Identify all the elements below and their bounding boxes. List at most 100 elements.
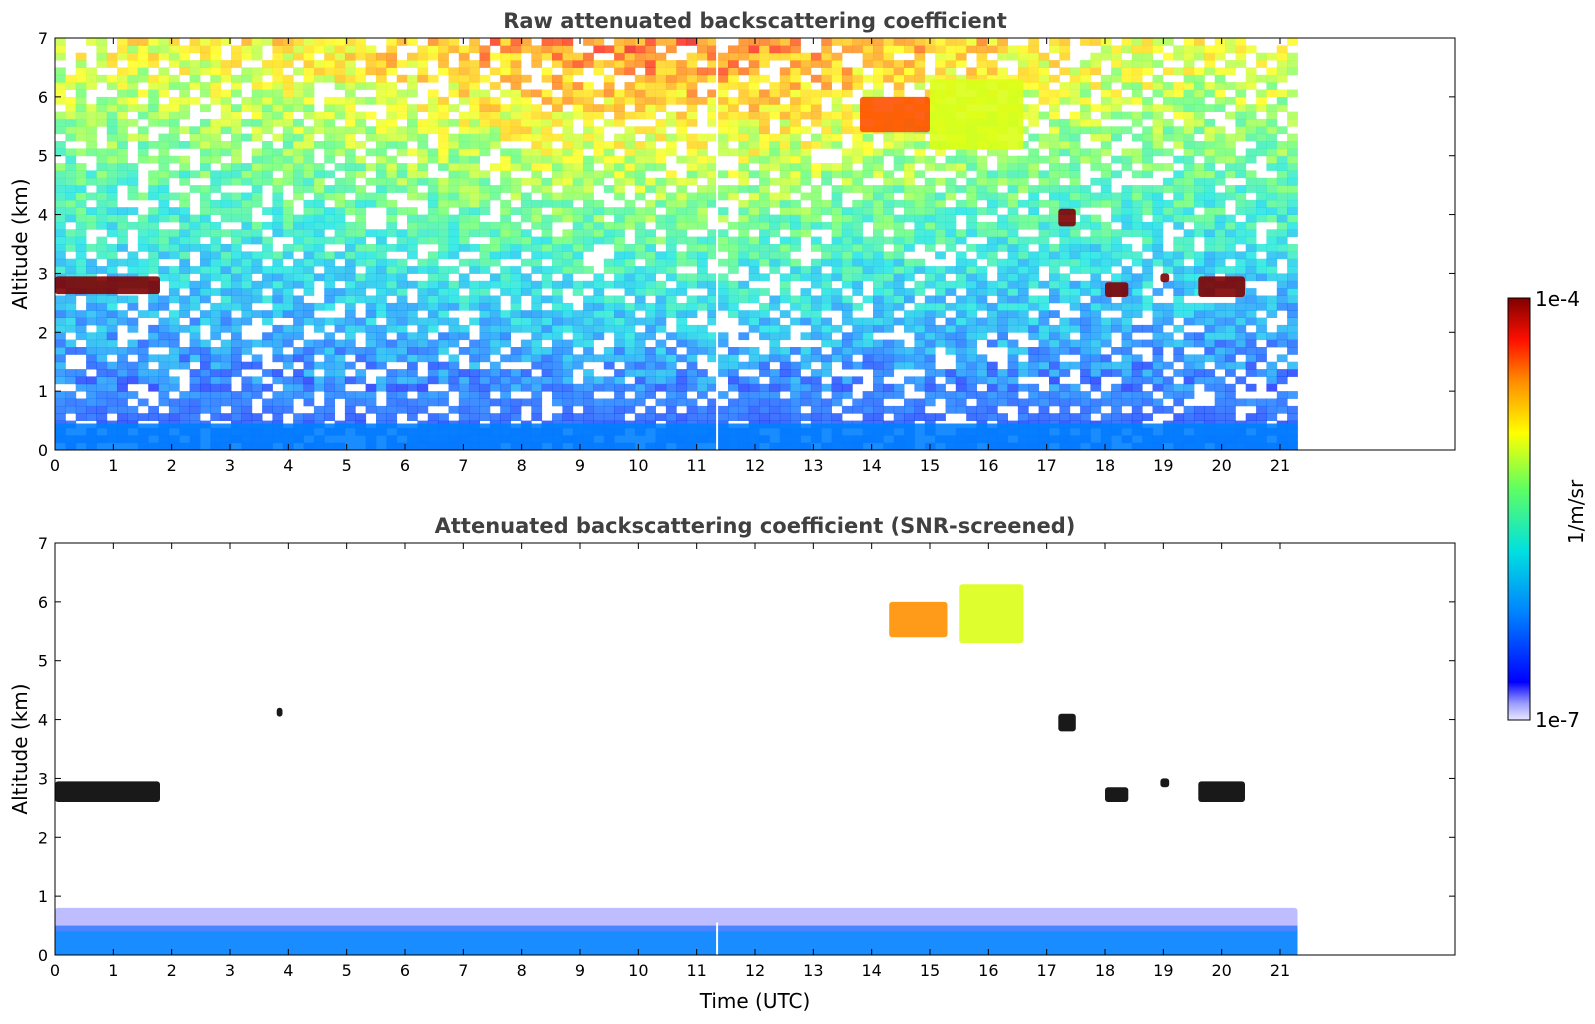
heatmap-cell bbox=[396, 339, 408, 348]
heatmap-cell bbox=[344, 391, 356, 399]
heatmap-cell bbox=[914, 354, 926, 363]
heatmap-cell bbox=[873, 214, 884, 223]
heatmap-cell bbox=[935, 52, 946, 61]
heatmap-cell bbox=[1173, 324, 1185, 333]
heatmap-cell bbox=[614, 163, 625, 171]
heatmap-cell bbox=[986, 391, 998, 399]
heatmap-cell bbox=[520, 199, 532, 208]
heatmap-cell bbox=[427, 45, 439, 54]
heatmap-cell bbox=[821, 221, 832, 230]
heatmap-cell bbox=[748, 111, 760, 120]
heatmap-cell bbox=[893, 214, 905, 223]
heatmap-cell bbox=[1038, 244, 1050, 252]
heatmap-cell bbox=[686, 369, 698, 377]
heatmap-cell bbox=[303, 45, 315, 54]
heatmap-cell bbox=[966, 45, 977, 54]
heatmap-cell bbox=[365, 302, 377, 311]
heatmap-cell bbox=[1204, 339, 1216, 348]
heatmap-cell bbox=[924, 236, 936, 245]
heatmap-cell bbox=[583, 163, 594, 171]
heatmap-cell bbox=[955, 170, 967, 179]
heatmap-cell bbox=[1162, 104, 1174, 112]
heatmap-cell bbox=[96, 310, 108, 318]
heatmap-cell bbox=[748, 376, 760, 385]
heatmap-cell bbox=[821, 199, 832, 208]
heatmap-cell bbox=[603, 295, 615, 304]
heatmap-cell bbox=[1038, 133, 1050, 142]
heatmap-cell bbox=[241, 302, 253, 311]
heatmap-cell bbox=[127, 82, 139, 90]
heatmap-cell bbox=[821, 141, 832, 149]
heatmap-cell bbox=[210, 221, 222, 230]
heatmap-cell bbox=[386, 413, 398, 421]
heatmap-cell bbox=[489, 398, 501, 407]
heatmap-cell bbox=[344, 207, 356, 215]
heatmap-cell bbox=[748, 391, 760, 399]
heatmap-cell bbox=[1142, 273, 1153, 282]
heatmap-cell bbox=[200, 317, 211, 326]
heatmap-cell bbox=[572, 141, 584, 149]
heatmap-cell bbox=[1204, 258, 1216, 267]
heatmap-cell bbox=[407, 251, 418, 260]
heatmap-cell bbox=[458, 258, 470, 267]
heatmap-cell bbox=[1225, 67, 1236, 76]
heatmap-cell bbox=[914, 310, 926, 318]
heatmap-cell bbox=[262, 383, 273, 392]
heatmap-cell bbox=[355, 74, 367, 83]
heatmap-cell bbox=[1131, 82, 1143, 90]
heatmap-cell bbox=[821, 288, 832, 296]
heatmap-cell bbox=[955, 148, 967, 157]
heatmap-cell bbox=[137, 398, 149, 407]
heatmap-cell bbox=[137, 67, 149, 76]
heatmap-cell bbox=[1121, 74, 1133, 83]
heatmap-cell bbox=[873, 310, 884, 318]
heatmap-cell bbox=[179, 244, 191, 252]
heatmap-cell bbox=[665, 405, 677, 414]
heatmap-cell bbox=[552, 413, 563, 421]
heatmap-cell bbox=[1173, 214, 1185, 223]
heatmap-cell bbox=[510, 347, 522, 355]
heatmap-cell bbox=[75, 405, 87, 414]
heatmap-cell bbox=[1059, 273, 1071, 282]
heatmap-cell bbox=[697, 258, 708, 267]
heatmap-cell bbox=[272, 266, 284, 274]
heatmap-cell bbox=[1038, 280, 1050, 289]
heatmap-cell bbox=[873, 361, 884, 370]
heatmap-cell bbox=[852, 170, 864, 179]
heatmap-cell bbox=[1162, 67, 1174, 76]
heatmap-cell bbox=[220, 339, 232, 348]
heatmap-cell bbox=[603, 163, 615, 171]
heatmap-cell bbox=[189, 398, 201, 407]
heatmap-cell bbox=[313, 236, 325, 245]
heatmap-cell bbox=[583, 229, 594, 238]
heatmap-cell bbox=[1131, 118, 1143, 127]
heatmap-cell bbox=[1028, 104, 1040, 112]
heatmap-cell bbox=[344, 288, 356, 296]
heatmap-cell bbox=[707, 155, 719, 164]
heatmap-cell bbox=[821, 45, 832, 54]
heatmap-cell bbox=[1080, 244, 1091, 252]
heatmap-cell bbox=[427, 38, 439, 46]
heatmap-cell bbox=[1090, 405, 1102, 414]
heatmap-cell bbox=[1007, 369, 1019, 377]
heatmap-cell bbox=[1017, 310, 1029, 318]
heatmap-cell bbox=[158, 82, 170, 90]
heatmap-cell bbox=[479, 251, 491, 260]
heatmap-cell bbox=[634, 288, 646, 296]
heatmap-cell bbox=[841, 339, 853, 348]
heatmap-cell bbox=[231, 354, 242, 363]
heatmap-cell bbox=[168, 398, 180, 407]
heatmap-cell bbox=[510, 118, 522, 127]
heatmap-cell bbox=[562, 310, 574, 318]
heatmap-cell bbox=[841, 82, 853, 90]
heatmap-cell bbox=[427, 214, 439, 223]
heatmap-cell bbox=[55, 163, 66, 171]
heatmap-cell bbox=[231, 133, 242, 142]
heatmap-cell bbox=[686, 177, 698, 186]
heatmap-cell bbox=[313, 38, 325, 46]
heatmap-cell bbox=[355, 244, 367, 252]
heatmap-cell bbox=[293, 317, 304, 326]
heatmap-cell bbox=[634, 185, 646, 193]
heatmap-cell bbox=[572, 67, 584, 76]
heatmap-cell bbox=[904, 207, 915, 215]
